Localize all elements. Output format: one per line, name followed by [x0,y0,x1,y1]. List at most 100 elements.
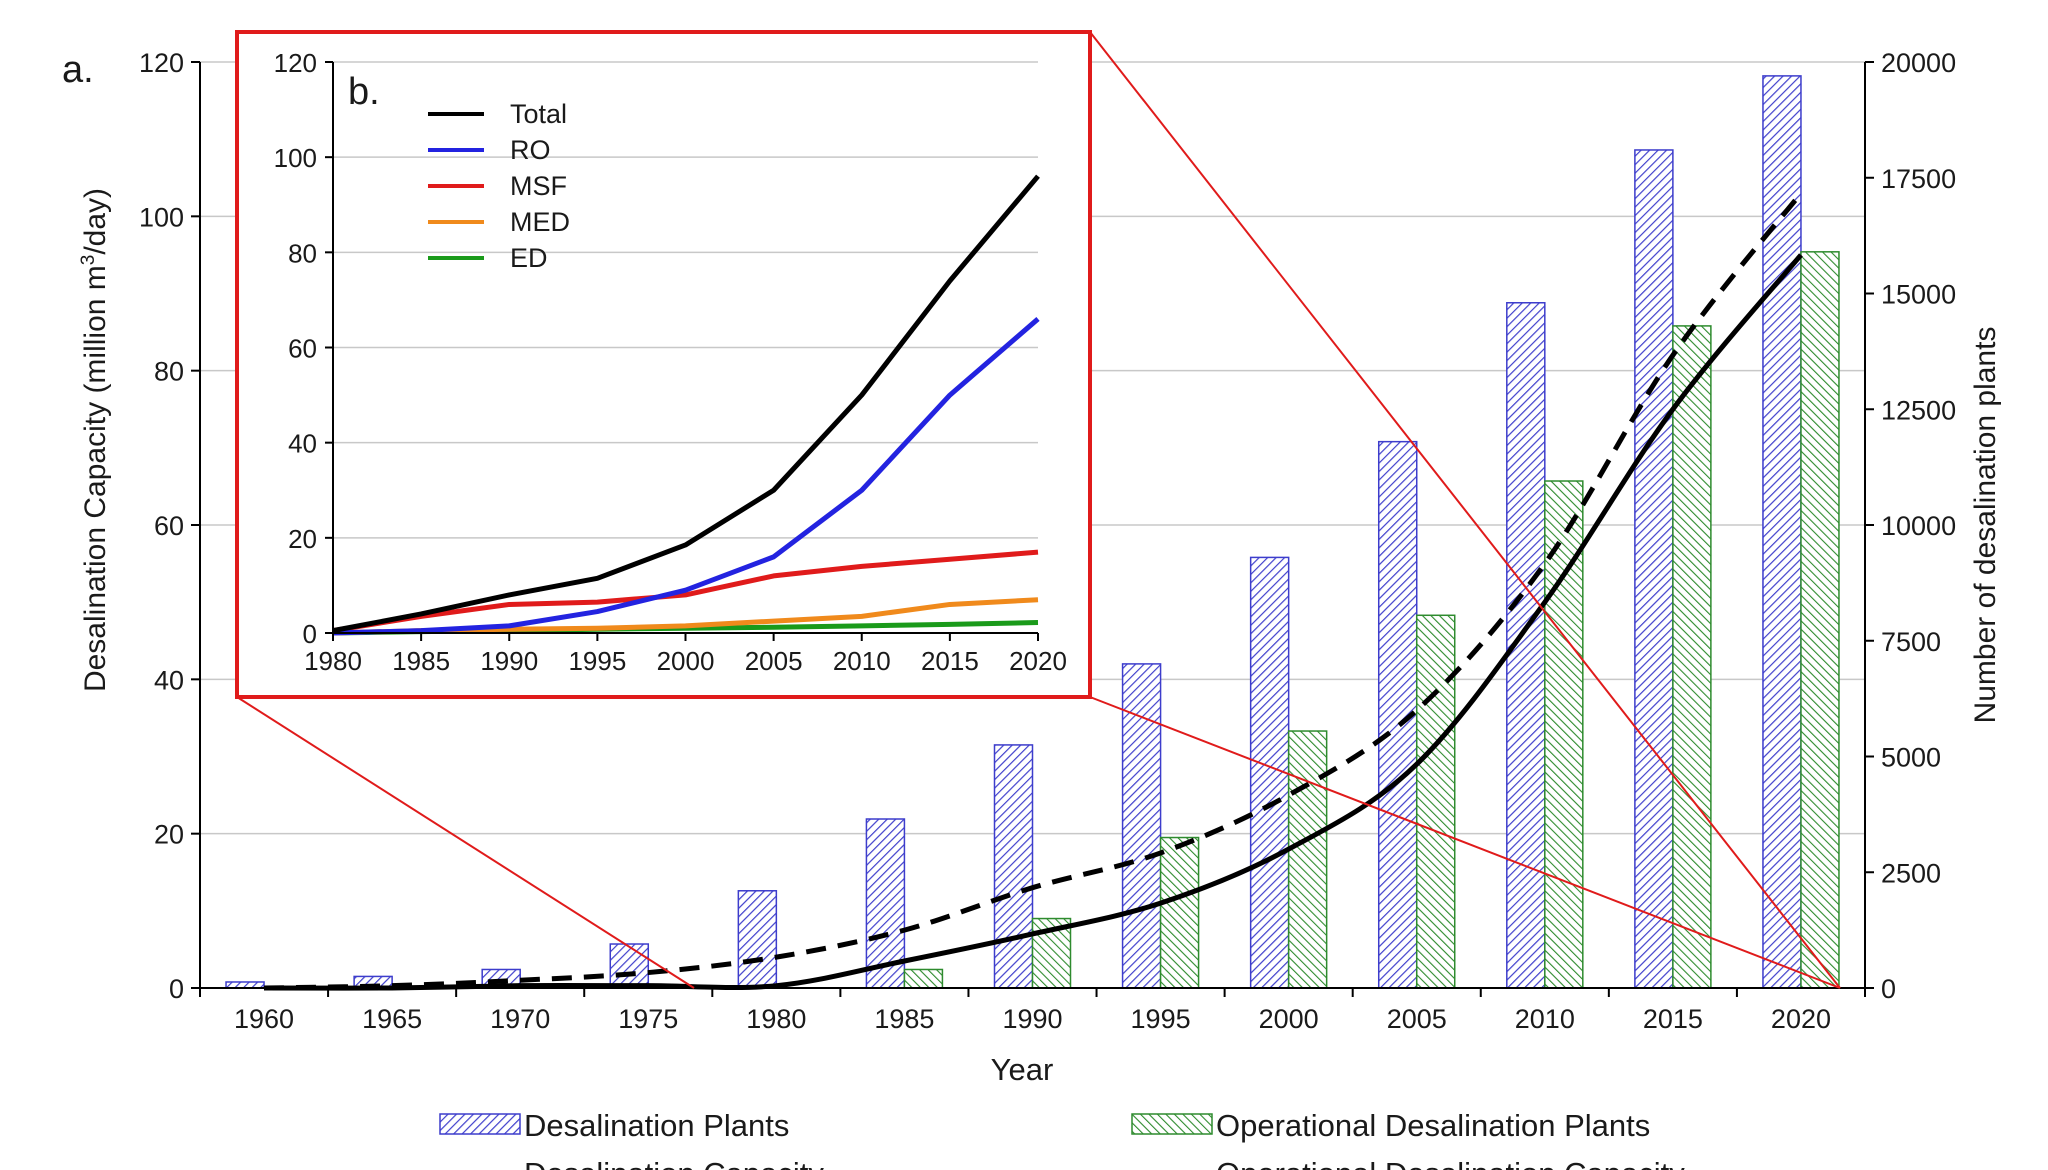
main-x-tick-label: 1980 [746,1004,806,1034]
main-x-tick-label: 2020 [1771,1004,1831,1034]
main-right-y-tick-label: 0 [1881,974,1896,1004]
bar-operational-desalination-plants [1544,480,1584,989]
main-right-y-tick-label: 10000 [1881,511,1956,541]
line-operational-desalination-capacity [264,253,1803,991]
main-left-y-tick-label: 100 [139,202,184,232]
main-right-y-tick-label: 15000 [1881,280,1956,310]
bar-desalination-plants [993,744,1034,989]
bar-operational-desalination-plants [1800,251,1840,989]
main-x-tick-label: 1965 [362,1004,422,1034]
left-y-label-superscript: 3 [78,255,99,266]
zoom-connector-bottom-right [1089,696,1841,989]
legend-item-desalination-capacity: Desalination Capacity [524,1156,824,1170]
main-right-y-tick-label: 20000 [1881,48,1956,78]
main-x-tick-label: 1995 [1131,1004,1191,1034]
main-axes [191,61,1874,997]
main-left-y-tick-label: 120 [139,48,184,78]
inset-legend-label-ed: ED [510,243,548,273]
legend-item-operational-desalination-capacity: Operational Desalination Capacity [1216,1156,1685,1170]
legend-label-operational-desalination-capacity: Operational Desalination Capacity [1216,1156,1685,1170]
inset-line-ro [332,317,1040,636]
inset-lines [332,174,1040,636]
main-x-tick-label: 1990 [1002,1004,1062,1034]
inset-y-tick-label: 40 [288,429,317,459]
main-x-tick-label: 1985 [874,1004,934,1034]
inset-x-tick-label: 2005 [745,646,803,676]
legend-label-desalination-capacity: Desalination Capacity [524,1156,824,1170]
inset-x-tick-label: 2010 [833,646,891,676]
legend-item-operational-desalination-plants: Operational Desalination Plants [1131,1108,1650,1143]
main-right-y-tick-label: 12500 [1881,395,1956,425]
zoom-connector-lines [236,31,1841,989]
legend-swatch-desalination-plants [439,1113,521,1135]
bar-desalination-plants [1634,149,1674,989]
bar-operational-desalination-plants [1159,836,1200,989]
main-left-y-tick-label: 0 [169,974,184,1004]
line-desalination-capacity [263,191,1803,991]
bar-operational-desalination-plants [1415,614,1456,989]
legend-label-desalination-plants: Desalination Plants [524,1108,789,1143]
main-left-y-tick-label: 60 [154,511,184,541]
main-right-y-axis-label: Number of desalination plants [1969,327,2002,724]
bar-desalination-plants [737,890,778,989]
main-tick-labels: 0 20 40 60 80 100 120 0 2500 5000 7500 10000 12500 15… [139,48,1956,1034]
inset-x-tick-label: 2000 [657,646,715,676]
inset-tick-labels: 0 20 40 60 80 100 120 1980 1985 1990 1995 2000 2005 2… [274,48,1067,676]
main-x-axis-label: Year [991,1052,1054,1087]
main-right-y-tick-label: 17500 [1881,164,1956,194]
main-left-y-tick-label: 40 [154,665,184,695]
inset-y-tick-label: 120 [274,48,317,78]
inset-frame [235,30,1092,699]
inset-x-tick-label: 1980 [304,646,362,676]
main-left-y-tick-label: 20 [154,820,184,850]
inset-line-total [332,174,1040,634]
main-right-y-tick-label: 7500 [1881,627,1941,657]
bar-operational-desalination-plants [903,968,944,989]
inset-line-msf [332,549,1039,634]
inset-y-tick-label: 60 [288,334,317,364]
main-right-y-tick-label: 5000 [1881,743,1941,773]
legend-item-desalination-plants: Desalination Plants [439,1108,789,1143]
main-legend: Desalination Plants Operational Desalina… [439,1108,1685,1170]
inset-gridlines [333,61,1038,539]
inset-x-tick-label: 2020 [1009,646,1067,676]
inset-legend-label-med: MED [510,207,570,237]
main-right-y-tick-label: 2500 [1881,858,1941,888]
inset-x-tick-label: 1990 [480,646,538,676]
inset-legend: Total RO MSF MED ED [428,99,570,273]
bar-operational-desalination-plants [1287,730,1328,989]
main-x-tick-label: 1975 [618,1004,678,1034]
inset-legend-label-total: Total [510,99,567,129]
inset-x-tick-label: 2015 [921,646,979,676]
inset-y-tick-label: 80 [288,238,317,268]
main-x-tick-label: 2015 [1643,1004,1703,1034]
main-x-tick-label: 1960 [234,1004,294,1034]
inset-legend-label-msf: MSF [510,171,567,201]
inset-axes [325,61,1039,641]
bar-desalination-plants [609,943,650,989]
main-x-tick-label: 2005 [1387,1004,1447,1034]
main-x-tick-label: 1970 [490,1004,550,1034]
bar-operational-desalination-plants [1672,325,1712,989]
inset-y-tick-label: 20 [288,524,317,554]
left-y-label-part-2: /day) [79,188,112,255]
main-x-tick-label: 2000 [1259,1004,1319,1034]
main-x-tick-label: 2010 [1515,1004,1575,1034]
inset-x-tick-label: 1985 [392,646,450,676]
main-left-y-axis-label: Desalination Capacity (million m3/day) [78,188,112,692]
inset-y-tick-label: 100 [274,143,317,173]
panel-label-a: a. [62,49,94,91]
left-y-label-part-1: Desalination Capacity (million m [79,265,112,692]
panel-label-b: b. [348,71,380,113]
zoom-connector-bottom-left [236,696,695,989]
inset-y-tick-label: 0 [303,619,317,649]
legend-swatch-operational-desalination-plants [1131,1113,1213,1135]
zoom-connector-top-left [1089,31,1841,989]
inset-legend-label-ro: RO [510,135,551,165]
inset-x-tick-label: 1995 [568,646,626,676]
main-lines [263,191,1803,991]
main-chart: 0 20 40 60 80 100 120 0 2500 5000 7500 10000 12500 15… [62,48,2002,1087]
main-left-y-tick-label: 80 [154,357,184,387]
inset-chart: 0 20 40 60 80 100 120 1980 1985 1990 1995 2000 2005 2… [235,30,1092,699]
